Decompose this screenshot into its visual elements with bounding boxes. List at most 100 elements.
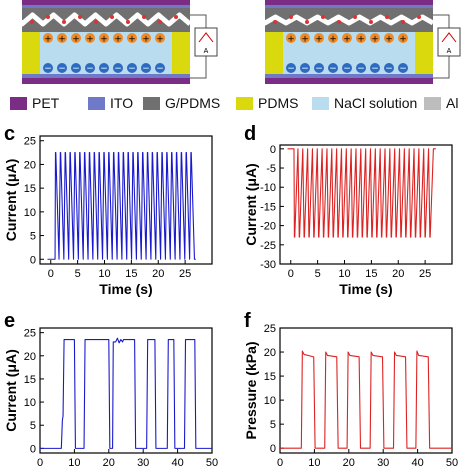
- cation-sign: +: [100, 35, 108, 45]
- surface-charge: [321, 15, 325, 19]
- x-tick-label: 0: [37, 457, 43, 469]
- panel-label-f: f: [244, 310, 251, 332]
- x-tick-label: 0: [277, 457, 283, 469]
- y-tick-label: 5: [30, 231, 36, 243]
- y-tick-label: -5: [266, 163, 276, 175]
- chart-c: 0 5 10 15 20 25 0 5 10 15 20 25 Time (s) Current (μA): [3, 135, 213, 297]
- legend-label: PET: [32, 95, 60, 111]
- y-tick-label: -25: [260, 240, 276, 252]
- x-tick-label: 20: [152, 268, 164, 280]
- y-tick-label: -20: [260, 221, 276, 233]
- cation-sign: +: [142, 35, 150, 45]
- cation-sign: +: [357, 35, 365, 45]
- plot-frame: [39, 327, 213, 454]
- x-axis-label: Time (s): [339, 281, 392, 297]
- anion: [71, 63, 81, 73]
- y-tick-label: 25: [264, 323, 276, 335]
- pdms-spacer-left: [265, 32, 283, 74]
- legend-label: Al: [446, 95, 459, 111]
- pdms-spacer-left: [22, 32, 40, 74]
- y-tick-label: 0: [270, 144, 276, 156]
- legend-swatch: [236, 96, 253, 110]
- y-tick-label: 10: [24, 397, 36, 409]
- anion-sign: −: [343, 64, 351, 74]
- surface-charge: [30, 20, 34, 24]
- surface-charge: [289, 15, 293, 19]
- cation-sign: +: [156, 35, 164, 45]
- surface-charge: [273, 20, 277, 24]
- cation: [342, 33, 352, 43]
- anion: [141, 63, 151, 73]
- x-tick-label: 30: [137, 457, 149, 469]
- y-tick-label: -30: [260, 259, 276, 271]
- x-tick-label: 20: [343, 457, 355, 469]
- wire-top: [433, 14, 450, 28]
- legend-swatch: [10, 96, 27, 110]
- anion-sign: −: [287, 64, 295, 74]
- x-tick-label: 10: [308, 457, 320, 469]
- surface-charge: [46, 15, 50, 19]
- anion-sign: −: [156, 64, 164, 74]
- anion-sign: −: [86, 64, 94, 74]
- cation: [43, 33, 53, 43]
- legend-swatch: [143, 96, 160, 110]
- x-tick-label: 0: [48, 268, 54, 280]
- cation-sign: +: [72, 35, 80, 45]
- surface-charge: [158, 20, 162, 24]
- plot-frame: [279, 327, 453, 454]
- ammeter: [437, 27, 461, 57]
- legend-entry: Al: [424, 95, 458, 111]
- cation: [85, 33, 95, 43]
- cation-sign: +: [371, 35, 379, 45]
- y-axis-label: Current (μA): [3, 159, 19, 241]
- pet-layer-bottom: [22, 78, 190, 84]
- anion: [155, 63, 165, 73]
- y-tick-label: 5: [30, 420, 36, 432]
- legend-entry: PET: [10, 95, 59, 111]
- y-tick-label: 20: [264, 347, 276, 359]
- anion-sign: −: [114, 64, 122, 74]
- x-tick-label: 5: [315, 268, 321, 280]
- anion: [356, 63, 366, 73]
- cation: [155, 33, 165, 43]
- anion: [99, 63, 109, 73]
- surface-charge: [353, 15, 357, 19]
- cation: [113, 33, 123, 43]
- wire-bottom: [190, 56, 207, 79]
- cation: [356, 33, 366, 43]
- legend-entry: ITO: [88, 95, 133, 111]
- anion: [113, 63, 123, 73]
- y-tick-label: 10: [264, 395, 276, 407]
- anion-sign: −: [58, 64, 66, 74]
- surface-charge: [62, 20, 66, 24]
- x-tick-label: 40: [411, 457, 423, 469]
- series-line: [47, 152, 196, 260]
- x-tick-label: 0: [288, 268, 294, 280]
- cation: [398, 33, 408, 43]
- y-tick-label: 5: [270, 419, 276, 431]
- plot-frame: [279, 144, 453, 265]
- pdms-spacer-right: [415, 32, 433, 74]
- anion-sign: −: [357, 64, 365, 74]
- cation: [370, 33, 380, 43]
- chart-e: 0 10 20 30 40 50 0 5 10 15 20 25 Current (μA): [3, 327, 218, 469]
- legend-label: PDMS: [258, 95, 299, 111]
- anion: [328, 63, 338, 73]
- anion: [384, 63, 394, 73]
- anion: [398, 63, 408, 73]
- x-tick-label: 50: [206, 457, 218, 469]
- ammeter-label: A: [204, 48, 209, 55]
- cation-sign: +: [86, 35, 94, 45]
- ito-layer-top: [265, 5, 433, 8]
- x-axis-label: Time (s): [99, 281, 152, 297]
- legend-label: NaCl solution: [334, 95, 418, 111]
- y-axis-label: Current (μA): [243, 163, 259, 245]
- legend-label: G/PDMS: [165, 95, 221, 111]
- cation-sign: +: [58, 35, 66, 45]
- legend-swatch: [312, 96, 329, 110]
- plot-frame: [39, 135, 213, 265]
- y-tick-label: 0: [30, 443, 36, 455]
- anion: [314, 63, 324, 73]
- cation: [127, 33, 137, 43]
